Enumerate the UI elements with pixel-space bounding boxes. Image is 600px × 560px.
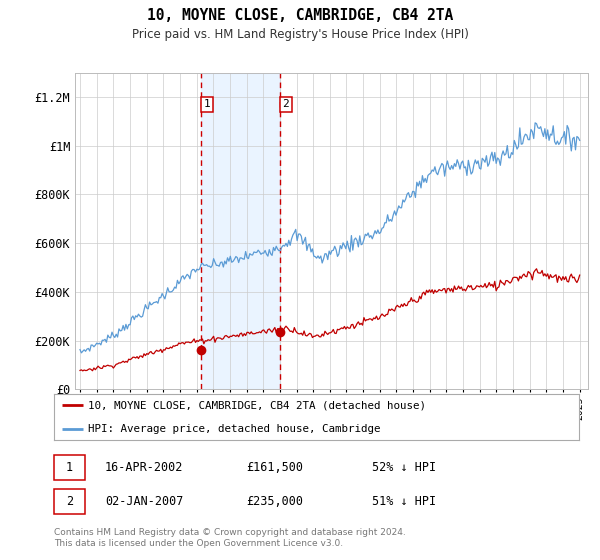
Text: 1: 1 bbox=[204, 100, 211, 109]
Text: HPI: Average price, detached house, Cambridge: HPI: Average price, detached house, Camb… bbox=[88, 424, 380, 435]
Text: £235,000: £235,000 bbox=[246, 494, 303, 508]
Text: 10, MOYNE CLOSE, CAMBRIDGE, CB4 2TA (detached house): 10, MOYNE CLOSE, CAMBRIDGE, CB4 2TA (det… bbox=[88, 400, 426, 410]
Text: 16-APR-2002: 16-APR-2002 bbox=[105, 461, 184, 474]
Bar bbox=[202, 73, 280, 389]
Text: 2: 2 bbox=[66, 494, 73, 508]
Text: 52% ↓ HPI: 52% ↓ HPI bbox=[372, 461, 436, 474]
Text: Contains HM Land Registry data © Crown copyright and database right 2024.
This d: Contains HM Land Registry data © Crown c… bbox=[54, 528, 406, 548]
Text: 1: 1 bbox=[66, 461, 73, 474]
Text: 51% ↓ HPI: 51% ↓ HPI bbox=[372, 494, 436, 508]
Text: 10, MOYNE CLOSE, CAMBRIDGE, CB4 2TA: 10, MOYNE CLOSE, CAMBRIDGE, CB4 2TA bbox=[147, 8, 453, 24]
Text: £161,500: £161,500 bbox=[246, 461, 303, 474]
Text: 2: 2 bbox=[283, 100, 289, 109]
Text: Price paid vs. HM Land Registry's House Price Index (HPI): Price paid vs. HM Land Registry's House … bbox=[131, 28, 469, 41]
Text: 02-JAN-2007: 02-JAN-2007 bbox=[105, 494, 184, 508]
